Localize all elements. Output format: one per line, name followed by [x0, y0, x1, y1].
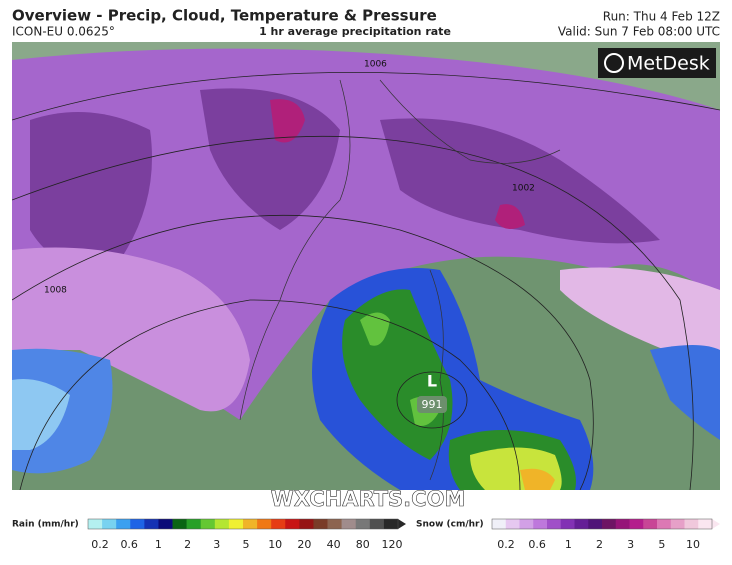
snow-swatch — [602, 519, 617, 529]
rain-swatch — [130, 519, 145, 529]
snow-arrow — [712, 519, 720, 529]
rain-tick-label: 120 — [382, 538, 403, 551]
snow-swatch — [684, 519, 699, 529]
rain-swatch — [228, 519, 244, 529]
rain-swatch — [214, 519, 230, 529]
subtitle: 1 hr average precipitation rate — [259, 25, 451, 38]
low-pressure: 991 — [422, 398, 443, 411]
isobar-label: 1006 — [364, 60, 387, 70]
logo: MetDesk — [627, 53, 710, 75]
snow-tick-label: 10 — [686, 538, 700, 551]
snow-swatch — [643, 519, 658, 529]
isobar-label: 1002 — [512, 184, 535, 194]
rain-arrow — [398, 519, 406, 529]
rain-tick-label: 1 — [155, 538, 162, 551]
rain-tick-label: 0.2 — [91, 538, 109, 551]
rain-tick-label: 5 — [243, 538, 250, 551]
snow-outline — [491, 518, 713, 530]
snow-intense — [495, 204, 525, 229]
title: Overview - Precip, Cloud, Temperature & … — [12, 7, 437, 25]
rain-tick-label: 3 — [213, 538, 220, 551]
snow-heavy — [200, 88, 340, 230]
rain-swatch — [257, 519, 272, 529]
snow-light — [12, 247, 250, 412]
rain-swatch — [172, 519, 187, 529]
rain-outline — [87, 518, 399, 530]
rain-heavy — [520, 468, 555, 490]
snow-swatch — [547, 519, 562, 529]
isobar-label: 1008 — [44, 286, 67, 296]
rain-swatch — [243, 519, 258, 529]
rain-swatch — [144, 519, 159, 529]
low-label-box — [417, 396, 447, 413]
rain-tick-label: 10 — [268, 538, 282, 551]
rain-tick-label: 2 — [184, 538, 191, 551]
rain-swatch — [355, 519, 371, 529]
rain-swatch — [369, 519, 385, 529]
snow-intense — [270, 99, 305, 143]
snow-swatch — [629, 519, 644, 529]
snow-tick-label: 0.6 — [528, 538, 546, 551]
rain-swatch — [200, 519, 216, 529]
map: 1006 1002 1008 L 991 MetDesk — [12, 42, 720, 490]
snow-swatch — [670, 519, 685, 529]
rain-swatch — [299, 519, 314, 529]
rain-swatch — [285, 519, 300, 529]
model: ICON-EU 0.0625° — [12, 25, 115, 39]
snow-swatch — [505, 519, 520, 529]
low-symbol: L — [427, 372, 437, 391]
snow-label: Snow (cm/hr) — [416, 520, 484, 530]
rain-area — [650, 345, 720, 440]
snow-heavy — [30, 112, 152, 266]
snow-swatch — [574, 519, 589, 529]
colorbars: 0.2 0.6 1 2 3 5 10 20 40 80 120 0.2 0.6 1 2 3 5 10 — [87, 518, 720, 551]
watermark: WXCHARTS.COM — [271, 487, 466, 511]
rain-swatch — [158, 519, 173, 529]
snow-swatch — [560, 519, 575, 529]
run: Run: Thu 4 Feb 12Z — [603, 10, 720, 24]
rain-tick-label: 80 — [356, 538, 370, 551]
snow-light — [560, 267, 720, 370]
snow-tick-label: 2 — [596, 538, 603, 551]
rain-swatch — [102, 519, 117, 529]
rain-tick-label: 0.6 — [120, 538, 138, 551]
rain-tick-label: 40 — [327, 538, 341, 551]
snow-tick-label: 3 — [627, 538, 634, 551]
snow-tick-label: 0.2 — [497, 538, 515, 551]
snow-swatch — [519, 519, 534, 529]
snow-swatch — [698, 519, 713, 529]
rain-swatch — [383, 519, 399, 529]
snow-swatch — [588, 519, 603, 529]
coastlines — [239, 79, 561, 481]
rain-swatch — [313, 519, 328, 529]
logo-box — [598, 48, 716, 78]
rain-light — [12, 379, 70, 450]
logo-icon — [604, 53, 624, 73]
snow-swatch — [657, 519, 672, 529]
rain-label: Rain (mm/hr) — [12, 520, 79, 530]
rain-swatch — [327, 519, 342, 529]
snow-tick-label: 5 — [658, 538, 665, 551]
rain-swatch — [341, 519, 357, 529]
rain-swatch — [271, 519, 286, 529]
rain-tick-label: 20 — [297, 538, 311, 551]
rain-swatch — [88, 519, 103, 529]
valid: Valid: Sun 7 Feb 08:00 UTC — [558, 25, 720, 39]
snow-swatch — [533, 519, 548, 529]
snow-tick-label: 1 — [565, 538, 572, 551]
snow-swatch — [615, 519, 630, 529]
rain-swatch — [116, 519, 131, 529]
rain-swatch — [186, 519, 202, 529]
snow-swatch — [492, 519, 507, 529]
isobars — [12, 71, 720, 490]
